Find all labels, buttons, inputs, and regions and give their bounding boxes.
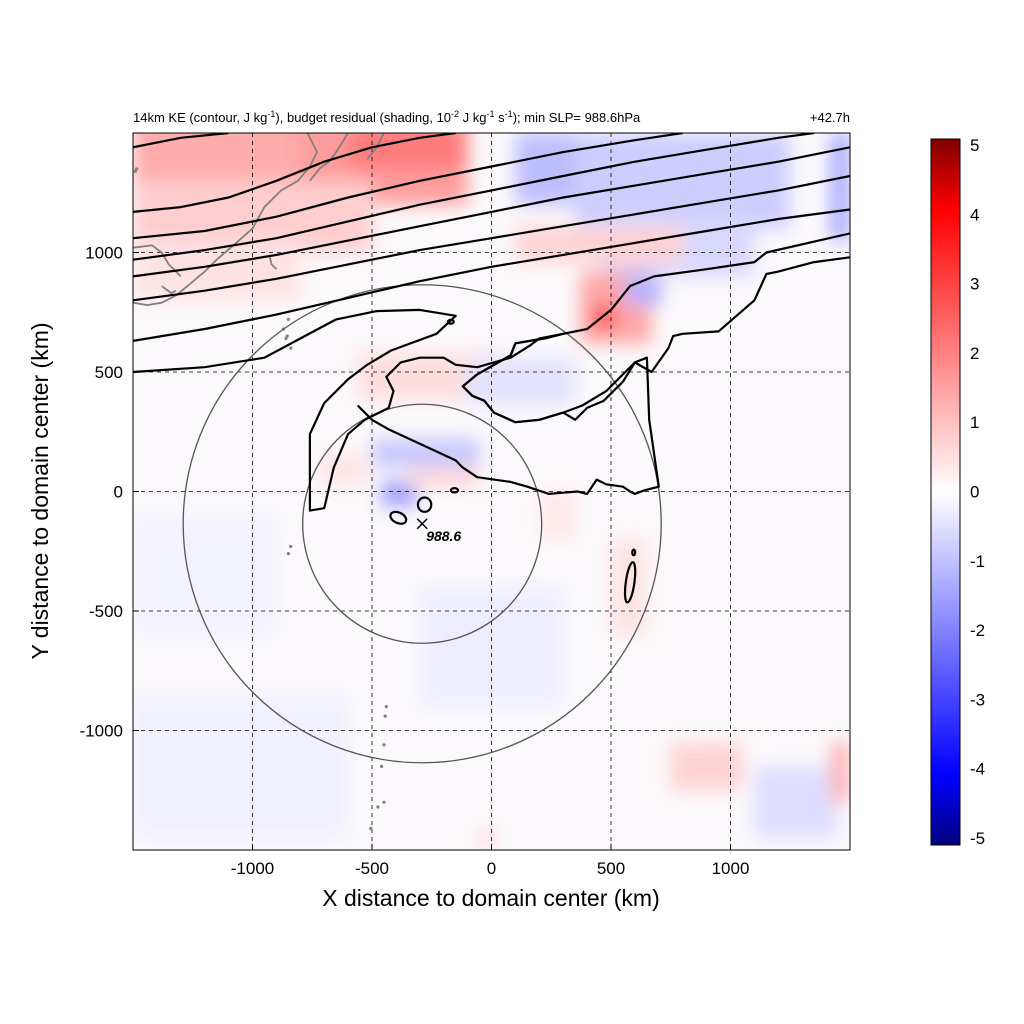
ke-contour <box>133 133 815 261</box>
time-label: +42.7h <box>810 110 850 125</box>
residual-patch <box>348 133 468 169</box>
island <box>383 714 387 718</box>
island <box>369 826 373 831</box>
x-tick-label: -500 <box>355 859 389 878</box>
colorbar-tick-label: -3 <box>970 690 985 709</box>
colorbar-tick-label: -4 <box>970 760 985 779</box>
colorbar-tick-label: 5 <box>970 136 979 155</box>
colorbar <box>930 138 961 846</box>
residual-patch <box>539 491 576 540</box>
island <box>379 764 384 768</box>
island <box>289 544 293 549</box>
storm-center: 988.6 <box>416 518 461 544</box>
island <box>376 805 380 809</box>
ke-contours <box>133 133 850 604</box>
ke-contour <box>133 133 456 213</box>
ke-contour <box>133 133 229 149</box>
island <box>384 705 388 709</box>
y-axis-ticks: -1000 -500 0 500 1000 <box>80 244 139 741</box>
radius-circle <box>302 403 543 644</box>
residual-patch <box>611 539 647 635</box>
residual-patch <box>381 481 418 506</box>
colorbar-tick-label: -1 <box>970 552 985 571</box>
colorbar-tick-label: -5 <box>970 829 985 848</box>
ke-contour-loop <box>416 496 433 513</box>
coastline <box>133 244 182 278</box>
x-axis-ticks: -1000 -500 0 500 1000 <box>231 844 750 878</box>
ke-contour-loop <box>446 318 455 325</box>
x-tick-label: 0 <box>487 859 496 878</box>
radius-circle <box>182 284 662 764</box>
coastline <box>161 285 177 294</box>
residual-patch <box>479 833 494 843</box>
coastline <box>309 133 349 182</box>
x-tick-label: -1000 <box>231 859 274 878</box>
coastline <box>268 254 278 270</box>
residual-patch <box>133 515 277 635</box>
y-tick-label: -1000 <box>80 722 123 741</box>
y-tick-label: 500 <box>95 363 123 382</box>
radius-circles <box>182 284 662 764</box>
island <box>134 167 139 171</box>
colorbar-tick-label: 1 <box>970 413 979 432</box>
plot-area <box>133 133 850 850</box>
ke-contour-loop <box>389 510 408 525</box>
island <box>289 346 293 350</box>
colorbar-tick-label: 2 <box>970 344 979 363</box>
y-axis-label: Y distance to domain center (km) <box>27 322 53 659</box>
residual-patch <box>319 455 368 485</box>
y-tick-label: 1000 <box>85 244 123 263</box>
residual-patch <box>830 133 850 241</box>
residual-patch <box>754 766 839 839</box>
storm-center-marker <box>416 518 428 530</box>
colorbar-ticks: 5 4 3 2 1 0 -1 -2 -3 -4 -5 <box>970 136 985 848</box>
residual-patch <box>133 240 301 301</box>
residual-patch <box>133 694 349 839</box>
residual-patch <box>372 438 480 468</box>
plot-title: 14km KE (contour, J kg-1), budget residu… <box>133 109 641 125</box>
ke-contour-loop <box>623 561 637 604</box>
x-axis-label: X distance to domain center (km) <box>322 885 659 911</box>
ke-contour-loop <box>631 548 637 557</box>
colorbar-tick-label: 0 <box>970 483 979 502</box>
colorbar-tick-label: -2 <box>970 621 985 640</box>
island <box>133 169 137 173</box>
ke-contour <box>133 256 850 512</box>
y-tick-label: 0 <box>114 483 123 502</box>
colorbar-tick-label: 4 <box>970 205 979 224</box>
ke-contour <box>356 232 850 495</box>
residual-patch <box>575 133 791 229</box>
ke-contour <box>133 146 850 278</box>
ke-contour <box>133 208 850 342</box>
y-tick-label: -500 <box>89 602 123 621</box>
ke-contour <box>133 133 683 240</box>
island <box>382 800 386 804</box>
x-tick-label: 1000 <box>712 859 750 878</box>
colorbar-tick-label: 3 <box>970 275 979 294</box>
residual-patch <box>830 742 850 803</box>
island <box>285 334 289 338</box>
ke-contour <box>133 174 850 302</box>
ke-contour-loop <box>449 487 460 494</box>
residual-patch <box>670 742 743 791</box>
residual-patch <box>133 133 325 181</box>
island <box>286 317 290 322</box>
island <box>382 743 386 747</box>
island <box>286 552 290 556</box>
x-tick-label: 500 <box>597 859 625 878</box>
island <box>284 336 288 341</box>
residual-patch <box>515 226 683 263</box>
residual-patch <box>407 467 480 487</box>
min-slp-label: 988.6 <box>426 528 461 544</box>
